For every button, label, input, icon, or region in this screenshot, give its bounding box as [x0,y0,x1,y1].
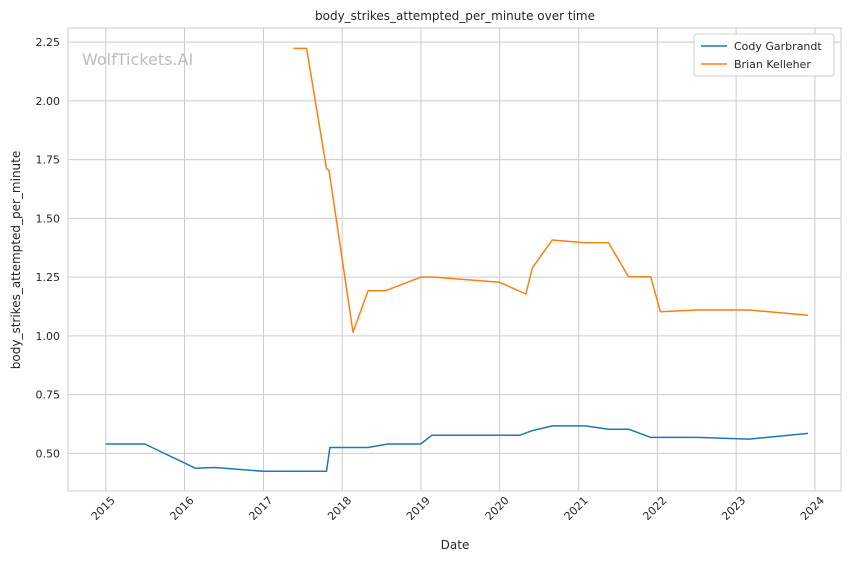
y-tick-label: 2.25 [36,36,61,49]
chart-title: body_strikes_attempted_per_minute over t… [315,9,595,23]
plot-area [67,27,842,492]
x-tick-labels: 2015 2016 2017 2018 2019 2020 2021 2022 2023 2024 [89,494,827,523]
x-tick-label: 2017 [246,494,275,523]
y-tick-label: 2.00 [36,95,61,108]
y-tick-label: 1.75 [36,154,61,167]
y-axis-label: body_strikes_attempted_per_minute [9,151,23,369]
grid-lines [68,28,841,491]
x-tick-label: 2020 [483,494,512,523]
y-tick-label: 1.00 [36,330,61,343]
y-tick-labels: 0.50 0.75 1.00 1.25 1.50 1.75 2.00 2.25 [36,36,61,460]
y-tick-label: 1.50 [36,212,61,225]
legend-box [693,33,835,77]
y-tick-label: 0.50 [36,447,61,460]
x-tick-label: 2015 [89,494,118,523]
series-lines [105,47,809,473]
legend-label-cody-garbrandt: Cody Garbrandt [734,40,822,53]
legend: Cody Garbrandt Brian Kelleher [693,33,835,77]
series-line-cody-garbrandt [105,425,809,473]
x-tick-label: 2018 [325,494,354,523]
x-tick-label: 2016 [168,494,197,523]
legend-label-brian-kelleher: Brian Kelleher [734,58,811,71]
x-tick-label: 2024 [798,494,827,523]
y-tick-label: 1.25 [36,271,61,284]
x-axis-label: Date [441,538,470,552]
y-tick-label: 0.75 [36,389,61,402]
x-tick-label: 2023 [719,494,748,523]
series-line-brian-kelleher [293,47,809,333]
x-tick-label: 2022 [640,494,669,523]
watermark: WolfTickets.AI [82,50,193,69]
x-tick-label: 2019 [404,494,433,523]
x-tick-label: 2021 [562,494,591,523]
